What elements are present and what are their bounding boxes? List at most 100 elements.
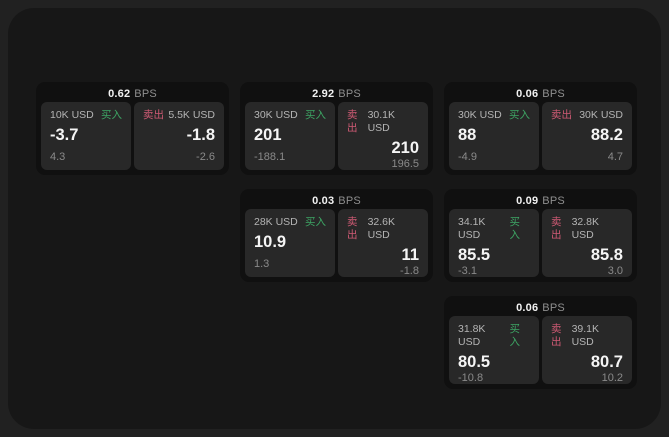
bps-unit-label: BPS xyxy=(542,301,565,314)
pane-top: 30K USD 买入 xyxy=(458,109,530,122)
pane-top: 卖出 32.8K USD xyxy=(551,216,623,242)
sell-pane[interactable]: 卖出 32.8K USD 85.8 3.0 xyxy=(542,209,632,277)
buy-pane[interactable]: 34.1K USD 买入 85.5 -3.1 xyxy=(449,209,539,277)
quote-board: 0.62 BPS 10K USD 买入 -3.7 4.3 卖出 5.5K USD xyxy=(36,82,637,389)
card-header: 0.03 BPS xyxy=(245,192,428,209)
bps-unit-label: BPS xyxy=(542,87,565,100)
buy-sub-value: -10.8 xyxy=(458,372,484,384)
buy-pane[interactable]: 30K USD 买入 88 -4.9 xyxy=(449,102,539,170)
sell-pane[interactable]: 卖出 30.1K USD 210 196.5 xyxy=(338,102,428,170)
sell-sub-value: 196.5 xyxy=(391,158,419,170)
pane-top: 10K USD 买入 xyxy=(50,109,122,122)
quote-card: 0.62 BPS 10K USD 买入 -3.7 4.3 卖出 5.5K USD xyxy=(36,82,229,175)
buy-size: 34.1K USD xyxy=(458,216,486,241)
sell-size: 30.1K USD xyxy=(367,109,396,134)
buy-price: 201 xyxy=(254,126,282,144)
quote-card: 0.06 BPS 31.8K USD 买入 80.5 -10.8 卖出 39.1… xyxy=(444,296,637,389)
card-header: 0.09 BPS xyxy=(449,192,632,209)
sell-sub-value: 4.7 xyxy=(607,151,623,163)
bps-value: 2.92 xyxy=(312,87,335,100)
card-header: 2.92 BPS xyxy=(245,85,428,102)
pane-top: 28K USD 买入 xyxy=(254,216,326,229)
pane-top: 卖出 39.1K USD xyxy=(551,323,623,349)
sell-sub-value: -2.6 xyxy=(196,151,215,163)
buy-sub-value: 4.3 xyxy=(50,151,66,163)
sell-pane[interactable]: 卖出 39.1K USD 80.7 10.2 xyxy=(542,316,632,384)
pane-row: 30K USD 买入 88 -4.9 卖出 30K USD 88.2 4.7 xyxy=(449,102,632,170)
sell-price: 11 xyxy=(401,246,419,264)
quote-card: 0.09 BPS 34.1K USD 买入 85.5 -3.1 卖出 32.8K… xyxy=(444,189,637,282)
buy-price: 10.9 xyxy=(254,233,287,251)
buy-size: 28K USD xyxy=(254,216,298,228)
sell-price: -1.8 xyxy=(186,126,215,144)
sell-side-label: 卖出 xyxy=(551,109,572,121)
card-header: 0.06 BPS xyxy=(449,299,632,316)
sell-side-label: 卖出 xyxy=(551,216,562,241)
sell-price: 85.8 xyxy=(590,246,623,264)
sell-side-label: 卖出 xyxy=(551,323,562,348)
card-header: 0.06 BPS xyxy=(449,85,632,102)
buy-side-label: 买入 xyxy=(305,109,326,121)
pane-top: 卖出 5.5K USD xyxy=(143,109,215,122)
bps-value: 0.09 xyxy=(516,194,539,207)
quote-card: 0.06 BPS 30K USD 买入 88 -4.9 卖出 30K USD xyxy=(444,82,637,175)
sell-sub-value: 10.2 xyxy=(601,372,623,384)
buy-pane[interactable]: 30K USD 买入 201 -188.1 xyxy=(245,102,335,170)
bps-unit-label: BPS xyxy=(134,87,157,100)
quote-card: 0.03 BPS 28K USD 买入 10.9 1.3 卖出 32.6K US… xyxy=(240,189,433,282)
buy-size: 10K USD xyxy=(50,109,94,121)
pane-top: 卖出 30K USD xyxy=(551,109,623,122)
pane-top: 34.1K USD 买入 xyxy=(458,216,530,242)
sell-pane[interactable]: 卖出 30K USD 88.2 4.7 xyxy=(542,102,632,170)
sell-price: 88.2 xyxy=(590,126,623,144)
buy-size: 30K USD xyxy=(458,109,502,121)
sell-pane[interactable]: 卖出 32.6K USD 11 -1.8 xyxy=(338,209,428,277)
sell-size: 39.1K USD xyxy=(571,323,600,348)
buy-side-label: 买入 xyxy=(509,109,530,121)
card-header: 0.62 BPS xyxy=(41,85,224,102)
buy-sub-value: -4.9 xyxy=(458,151,477,163)
pane-top: 30K USD 买入 xyxy=(254,109,326,122)
pane-row: 10K USD 买入 -3.7 4.3 卖出 5.5K USD -1.8 -2.… xyxy=(41,102,224,170)
buy-sub-value: 1.3 xyxy=(254,258,270,270)
sell-pane[interactable]: 卖出 5.5K USD -1.8 -2.6 xyxy=(134,102,224,170)
bps-value: 0.06 xyxy=(516,301,539,314)
buy-price: 80.5 xyxy=(458,353,491,371)
bps-unit-label: BPS xyxy=(338,194,361,207)
sell-size: 30K USD xyxy=(579,109,623,121)
bps-value: 0.03 xyxy=(312,194,335,207)
sell-price: 210 xyxy=(391,139,419,157)
buy-pane[interactable]: 10K USD 买入 -3.7 4.3 xyxy=(41,102,131,170)
quote-card: 2.92 BPS 30K USD 买入 201 -188.1 卖出 30.1K … xyxy=(240,82,433,175)
buy-pane[interactable]: 31.8K USD 买入 80.5 -10.8 xyxy=(449,316,539,384)
pane-row: 31.8K USD 买入 80.5 -10.8 卖出 39.1K USD 80.… xyxy=(449,316,632,384)
pane-top: 卖出 32.6K USD xyxy=(347,216,419,242)
bps-unit-label: BPS xyxy=(338,87,361,100)
bps-value: 0.62 xyxy=(108,87,131,100)
pane-top: 31.8K USD 买入 xyxy=(458,323,530,349)
buy-price: 85.5 xyxy=(458,246,491,264)
buy-size: 30K USD xyxy=(254,109,298,121)
sell-size: 32.6K USD xyxy=(367,216,396,241)
sell-sub-value: 3.0 xyxy=(607,265,623,277)
sell-side-label: 卖出 xyxy=(347,216,358,241)
pane-top: 卖出 30.1K USD xyxy=(347,109,419,135)
sell-side-label: 卖出 xyxy=(143,109,164,121)
bps-value: 0.06 xyxy=(516,87,539,100)
bps-unit-label: BPS xyxy=(542,194,565,207)
sell-price: 80.7 xyxy=(590,353,623,371)
buy-side-label: 买入 xyxy=(509,216,520,241)
buy-side-label: 买入 xyxy=(509,323,520,348)
sell-side-label: 卖出 xyxy=(347,109,358,134)
app-window: 0.62 BPS 10K USD 买入 -3.7 4.3 卖出 5.5K USD xyxy=(8,8,661,429)
pane-row: 28K USD 买入 10.9 1.3 卖出 32.6K USD 11 -1.8 xyxy=(245,209,428,277)
pane-row: 30K USD 买入 201 -188.1 卖出 30.1K USD 210 1… xyxy=(245,102,428,170)
buy-side-label: 买入 xyxy=(101,109,122,121)
sell-size: 32.8K USD xyxy=(571,216,600,241)
buy-sub-value: -188.1 xyxy=(254,151,286,163)
buy-side-label: 买入 xyxy=(305,216,326,228)
sell-sub-value: -1.8 xyxy=(400,265,419,277)
buy-size: 31.8K USD xyxy=(458,323,486,348)
buy-pane[interactable]: 28K USD 买入 10.9 1.3 xyxy=(245,209,335,277)
buy-price: 88 xyxy=(458,126,477,144)
